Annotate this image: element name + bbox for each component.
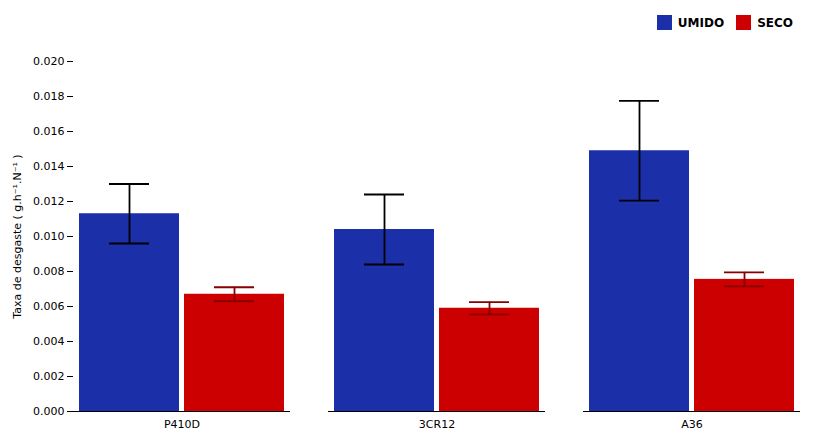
svg-text:P410D: P410D bbox=[164, 418, 200, 431]
html-text:UMIDO: UMIDO bbox=[677, 15, 725, 30]
svg-text:0.010: 0.010 bbox=[33, 230, 65, 243]
svg-text:0.006: 0.006 bbox=[33, 300, 65, 313]
svg-text:A36: A36 bbox=[681, 418, 703, 431]
svg-text:0.002: 0.002 bbox=[33, 370, 65, 383]
svg-text:0.012: 0.012 bbox=[33, 195, 65, 208]
svg-text:0.014: 0.014 bbox=[33, 160, 65, 173]
svg-text:Taxa de desgaste ( g.h⁻¹.N⁻¹ ): Taxa de desgaste ( g.h⁻¹.N⁻¹ ) bbox=[11, 154, 24, 319]
svg-text:0.020: 0.020 bbox=[33, 55, 65, 68]
svg-text:0.000: 0.000 bbox=[33, 405, 65, 418]
svg-text:0.018: 0.018 bbox=[33, 90, 65, 103]
svg-text:0.008: 0.008 bbox=[33, 265, 65, 278]
html-text:SECO: SECO bbox=[757, 15, 793, 30]
svg-text:3CR12: 3CR12 bbox=[419, 418, 455, 431]
svg-text:0.016: 0.016 bbox=[33, 125, 65, 138]
svg-text:0.004: 0.004 bbox=[33, 335, 65, 348]
